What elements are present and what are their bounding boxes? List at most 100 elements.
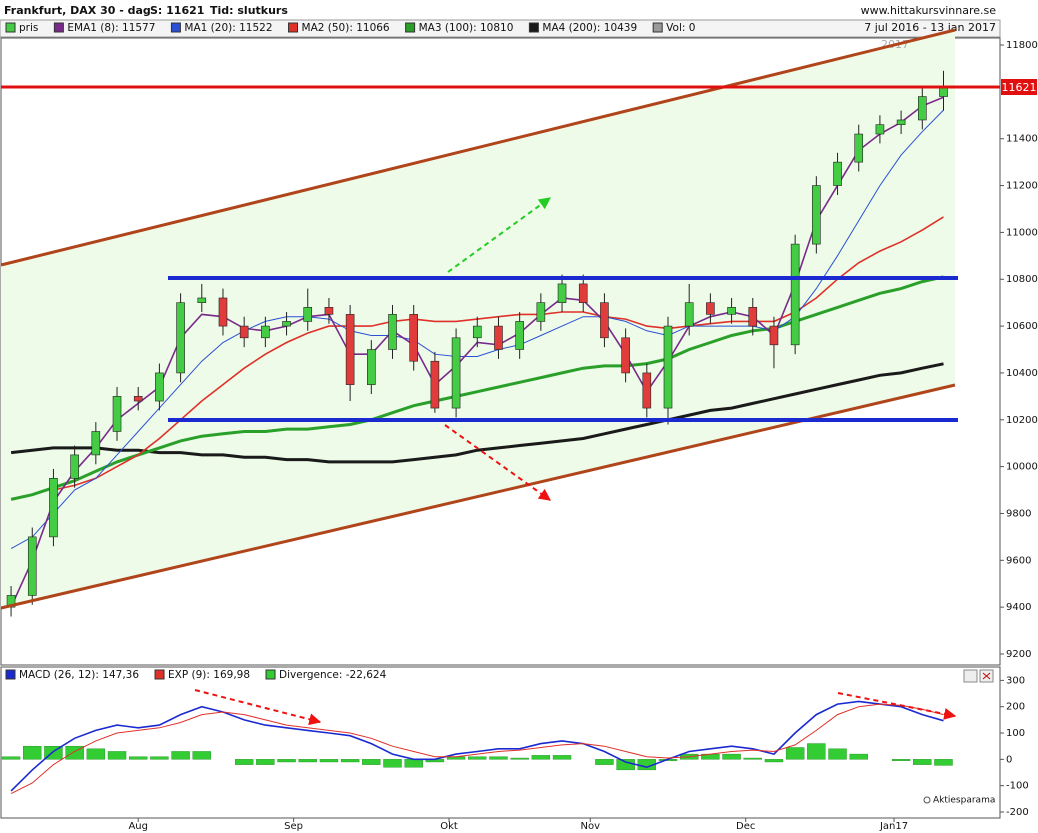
y-tick-label: 10200 [1006,415,1038,426]
candle-body [70,454,79,479]
divergence-bar [489,756,508,760]
candle-body [324,307,334,315]
legend-swatch [265,669,276,680]
candle-body [345,314,355,385]
candle-body [409,314,419,362]
divergence-bar [171,751,190,760]
arrow-down [444,424,551,501]
divergence-bar [383,759,402,768]
x-tick-label: Okt [440,821,458,832]
y-tick-label: -200 [1006,807,1029,818]
divergence-bar [340,759,360,763]
legend-label: pris [19,22,38,34]
macd-panel [0,666,1001,819]
divergence-bar [934,759,953,766]
divergence-bar [86,748,106,760]
candle-body [155,372,164,402]
macd-legend: MACD (26, 12): 147,36 EXP (9): 169,98 Dive… [5,669,387,681]
mode: Tid: slutkurs [210,4,288,17]
divergence-bar [277,759,296,763]
trend-lower [0,383,956,610]
legend: pris EMA1 (8): 11577 MA1 (20): 11522 MA2 (5… [5,22,695,34]
divergence-bar [256,759,275,765]
divergence-bar [234,759,254,765]
divergence-bar [722,753,741,760]
legend-label: MA2 (50): 11066 [302,22,390,34]
divergence-bar [828,748,847,760]
divergence-bar [510,757,529,760]
candle-body [727,307,736,315]
price-plot [6,70,948,617]
legend-label: MA1 (20): 11522 [184,22,272,34]
candle-body [684,302,694,327]
legend-swatch [405,22,416,33]
divergence-bar [298,759,317,763]
divergence-bar [891,759,911,761]
macd-arrow-2 [837,692,957,720]
candle-body [642,372,652,409]
y-tick-label: 10000 [1006,462,1038,473]
divergence-bar [764,759,784,763]
candle-body [536,302,546,322]
divergence-bar [531,755,551,760]
divergence-bar [913,759,932,765]
legend-label: MACD (26, 12): 147,36 [19,669,139,681]
series-line [10,275,944,501]
source-icon [923,796,931,804]
divergence-bar [785,747,805,760]
macd-plot [1,700,953,795]
divergence-bar [129,756,148,760]
series-line [10,109,944,550]
title: Frankfurt, DAX 30 - dag [4,4,151,17]
y-tick-label: 9200 [1006,649,1031,660]
close-icon [982,672,991,680]
site: www.hittakursvinnare.se [861,4,997,17]
candle-body [515,321,524,350]
divergence-bar [1,756,21,760]
candle-body [917,96,927,121]
legend-swatch [53,22,64,33]
x-tick-label: Sep [284,821,303,832]
y-tick-label: 100 [1006,728,1025,739]
divergence-bar [595,759,614,765]
legend-label: MA4 (200): 10439 [542,22,637,34]
divergence-bar [319,759,339,763]
candle-body [49,478,58,538]
candle-body [557,283,567,303]
candle-body [282,321,291,327]
candle-body [896,119,906,125]
y-tick-label: -100 [1006,781,1029,792]
legend-label: MA3 (100): 10810 [419,22,514,34]
candle-body [769,325,779,346]
divergence-bar [616,759,635,771]
y-tick-label: 11400 [1006,134,1038,145]
series-line [10,700,944,792]
legend-label: EXP (9): 169,98 [168,669,250,681]
legend-swatch [154,669,165,680]
candle-body [875,124,885,135]
candle-body [261,325,270,339]
divergence-bar [468,756,487,760]
candle-body [91,431,101,456]
candle-body [706,302,715,315]
candle-body [133,396,143,402]
candle-body [472,325,482,339]
legend-swatch [5,669,16,680]
legend-label: EMA1 (8): 11577 [67,22,155,34]
divergence-bar [192,751,211,760]
y-tick-label: 200 [1006,702,1025,713]
candle-body [748,307,758,327]
candle-body [367,349,376,385]
y-tick-label: 11200 [1006,181,1038,192]
divergence-bar [362,759,381,765]
x-tick-label: Dec [736,821,755,832]
divergence-bar [404,759,423,768]
arrow-up [447,197,551,273]
divergence-bar [107,751,127,760]
series-line [10,362,944,464]
candle-body [303,307,313,322]
zoom-button[interactable] [963,669,978,683]
candle-body [578,283,588,303]
divergence-bar [23,745,42,760]
